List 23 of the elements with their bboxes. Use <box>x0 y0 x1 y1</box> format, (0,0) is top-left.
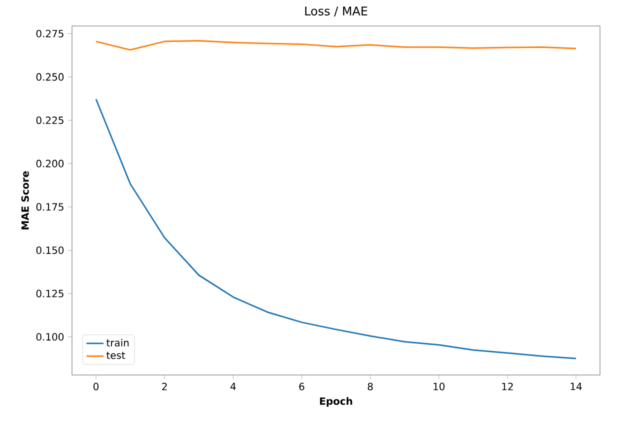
y-axis-title: MAE Score <box>21 171 29 230</box>
y-tick-label: 0.175 <box>36 203 64 211</box>
y-tick-label: 0.125 <box>36 290 64 298</box>
x-tick-label: 8 <box>368 382 373 390</box>
x-tick-label: 2 <box>162 382 167 390</box>
y-tick-label: 0.275 <box>36 30 64 38</box>
y-tick-label: 0.225 <box>36 116 64 124</box>
x-tick-label: 0 <box>93 382 99 390</box>
x-tick-label: 12 <box>502 382 513 390</box>
chart-title: Loss / MAE <box>305 6 368 16</box>
x-axis-title: Epoch <box>320 397 352 407</box>
x-tick-label: 4 <box>230 382 236 390</box>
x-tick-label: 14 <box>570 382 582 390</box>
y-tick-label: 0.250 <box>36 73 64 81</box>
x-tick-label: 6 <box>299 382 304 390</box>
x-tick-label: 10 <box>434 382 445 390</box>
legend-label: train <box>106 338 129 347</box>
y-tick-label: 0.200 <box>36 160 64 168</box>
y-tick-label: 0.150 <box>36 246 64 254</box>
line-series <box>95 40 577 51</box>
line-series <box>95 98 577 360</box>
legend-label: test <box>106 352 126 359</box>
y-tick-label: 0.100 <box>36 333 64 341</box>
